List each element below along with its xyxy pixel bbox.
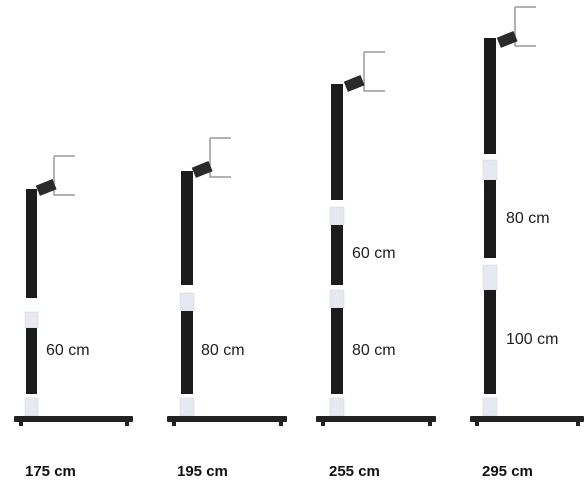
- extension-pole: [181, 311, 193, 394]
- top-bracket: [363, 51, 385, 92]
- segment-label-stand4-2: 100 cm: [506, 331, 559, 348]
- base-plate: [167, 416, 287, 422]
- extension-pole: [331, 225, 343, 285]
- joint-sleeve: [482, 159, 498, 181]
- bottom-sleeve: [329, 397, 345, 417]
- base-foot: [321, 421, 325, 426]
- upper-pole: [181, 171, 193, 285]
- joint-sleeve: [329, 289, 345, 309]
- base-foot: [428, 421, 432, 426]
- height-label-175: 175 cm: [25, 463, 76, 480]
- segment-label-stand2-1: 80 cm: [201, 342, 245, 359]
- height-label-255: 255 cm: [329, 463, 380, 480]
- extension-pole: [331, 308, 343, 394]
- bottom-sleeve: [482, 397, 498, 417]
- base-plate: [470, 416, 584, 422]
- upper-pole: [331, 84, 343, 200]
- bracket-clamp: [496, 30, 518, 48]
- joint-sleeve: [24, 311, 39, 329]
- upper-pole: [26, 189, 37, 298]
- top-bracket: [53, 155, 75, 196]
- bottom-sleeve: [24, 397, 39, 417]
- joint-sleeve: [482, 264, 498, 291]
- base-foot: [172, 421, 176, 426]
- extension-pole: [484, 290, 496, 394]
- segment-label-stand3-2: 80 cm: [352, 342, 396, 359]
- top-bracket: [209, 137, 231, 178]
- stand-295: [470, 6, 584, 426]
- base-foot: [125, 421, 129, 426]
- base-foot: [279, 421, 283, 426]
- top-bracket: [514, 6, 536, 47]
- base-plate: [316, 416, 436, 422]
- segment-label-stand3-1: 60 cm: [352, 245, 396, 262]
- height-label-195: 195 cm: [177, 463, 228, 480]
- segment-label-stand4-1: 80 cm: [506, 210, 550, 227]
- height-label-295: 295 cm: [482, 463, 533, 480]
- stand-175: [14, 155, 133, 426]
- extension-pole: [26, 328, 37, 394]
- upper-pole: [484, 38, 496, 154]
- stand-255: [316, 51, 436, 426]
- bottom-sleeve: [179, 397, 195, 417]
- bracket-clamp: [191, 160, 213, 178]
- base-foot: [475, 421, 479, 426]
- stand-195: [167, 137, 287, 426]
- base-foot: [19, 421, 23, 426]
- bracket-clamp: [35, 178, 57, 196]
- base-foot: [576, 421, 580, 426]
- joint-sleeve: [179, 292, 195, 312]
- base-plate: [14, 416, 133, 422]
- segment-label-stand1-1: 60 cm: [46, 342, 90, 359]
- bracket-clamp: [343, 74, 365, 92]
- extension-pole: [484, 180, 496, 258]
- joint-sleeve: [329, 206, 345, 226]
